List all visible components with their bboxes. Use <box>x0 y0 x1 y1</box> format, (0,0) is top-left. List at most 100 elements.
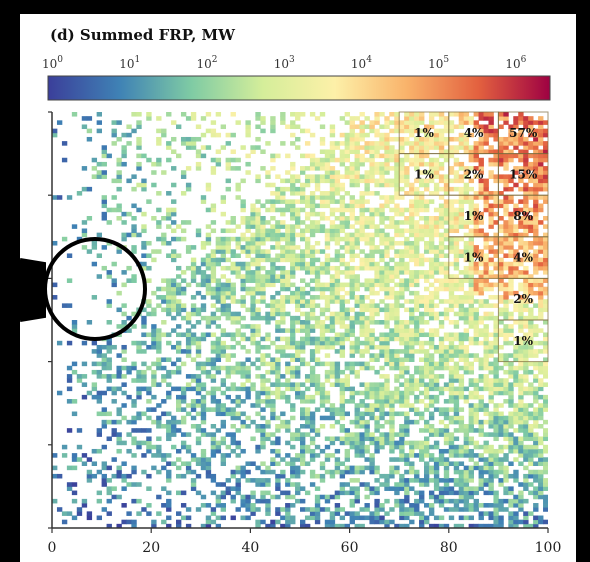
heatmap-cell <box>235 411 241 417</box>
heatmap-cell <box>399 166 405 171</box>
heatmap-cell <box>295 224 301 229</box>
heatmap-cell <box>443 523 450 528</box>
heatmap-cell <box>220 344 226 350</box>
heatmap-cell <box>443 349 450 354</box>
heatmap-cell <box>448 170 455 175</box>
heatmap-cell <box>210 170 217 175</box>
heatmap-cell <box>379 228 385 234</box>
heatmap-cell <box>200 278 207 283</box>
heatmap-cell <box>523 390 529 396</box>
heatmap-cell <box>419 207 425 213</box>
heatmap-cell <box>324 253 331 258</box>
heatmap-cell <box>448 344 455 350</box>
heatmap-cell <box>409 278 415 283</box>
heatmap-cell <box>225 357 231 362</box>
heatmap-cell <box>270 207 276 213</box>
heatmap-cell <box>468 478 474 483</box>
heatmap-cell <box>166 299 172 304</box>
heatmap-cell <box>498 161 504 167</box>
heatmap-cell <box>518 440 524 446</box>
heatmap-cell <box>131 278 137 283</box>
heatmap-cell <box>71 498 78 504</box>
heatmap-cell <box>409 320 415 325</box>
heatmap-cell <box>513 124 519 130</box>
heatmap-cell <box>419 448 425 454</box>
heatmap-cell <box>309 457 316 462</box>
heatmap-cell <box>349 519 355 525</box>
heatmap-cell <box>384 224 390 229</box>
colorbar-tick-label: 105 <box>428 55 449 71</box>
heatmap-cell <box>344 324 350 329</box>
heatmap-cell <box>280 507 286 512</box>
heatmap-cell <box>250 403 256 408</box>
heatmap-cell <box>389 448 395 454</box>
heatmap-cell <box>364 448 370 454</box>
heatmap-cell <box>493 473 499 479</box>
heatmap-cell <box>508 486 514 491</box>
heatmap-cell <box>389 112 395 117</box>
heatmap-cell <box>483 274 489 279</box>
heatmap-cell <box>503 161 509 167</box>
heatmap-cell <box>443 428 450 433</box>
heatmap-cell <box>176 274 182 279</box>
heatmap-cell <box>433 182 440 188</box>
heatmap-cell <box>314 407 321 412</box>
heatmap-cell <box>339 261 346 267</box>
heatmap-cell <box>344 170 350 175</box>
heatmap-cell <box>478 249 484 254</box>
heatmap-cell <box>81 394 88 400</box>
heatmap-cell <box>265 344 271 350</box>
heatmap-cell <box>404 240 410 246</box>
heatmap-cell <box>483 178 489 184</box>
heatmap-cell <box>433 311 440 317</box>
heatmap-cell <box>394 399 400 404</box>
heatmap-cell <box>275 415 281 421</box>
heatmap-cell <box>141 361 147 367</box>
heatmap-cell <box>200 332 207 338</box>
heatmap-cell <box>255 290 261 296</box>
heatmap-cell <box>156 436 162 442</box>
heatmap-cell <box>151 361 157 367</box>
heatmap-cell <box>225 486 231 491</box>
heatmap-cell <box>463 469 470 475</box>
heatmap-cell <box>523 282 529 288</box>
heatmap-cell <box>433 228 440 234</box>
heatmap-cell <box>91 382 98 387</box>
heatmap-cell <box>176 332 182 338</box>
heatmap-cell <box>424 361 430 367</box>
heatmap-cell <box>458 374 465 379</box>
heatmap-cell <box>359 382 365 387</box>
heatmap-cell <box>404 282 410 288</box>
heatmap-cell <box>528 361 534 367</box>
heatmap-cell <box>498 278 504 283</box>
heatmap-cell <box>359 399 365 404</box>
heatmap-cell <box>394 186 400 192</box>
heatmap-cell <box>488 191 494 196</box>
heatmap-cell <box>458 166 465 171</box>
heatmap-cell <box>225 282 231 288</box>
heatmap-cell <box>121 349 127 354</box>
heatmap-cell <box>389 444 395 450</box>
heatmap-cell <box>275 511 281 516</box>
heatmap-cell <box>443 344 450 350</box>
heatmap-cell <box>190 374 197 379</box>
heatmap-cell <box>473 428 479 433</box>
heatmap-cell <box>369 315 375 321</box>
heatmap-cell <box>533 361 539 367</box>
heatmap-cell <box>295 232 301 238</box>
heatmap-cell <box>448 419 455 425</box>
heatmap-cell <box>428 411 435 417</box>
heatmap-cell <box>483 365 489 371</box>
heatmap-cell <box>493 369 499 375</box>
heatmap-cell <box>443 311 450 317</box>
heatmap-cell <box>131 274 137 279</box>
heatmap-cell <box>473 145 479 150</box>
heatmap-cell <box>339 473 346 479</box>
heatmap-cell <box>121 503 127 508</box>
heatmap-cell <box>528 469 534 475</box>
heatmap-cell <box>384 145 390 150</box>
heatmap-cell <box>389 361 395 367</box>
heatmap-cell <box>81 166 88 171</box>
heatmap-cell <box>384 432 390 437</box>
heatmap-cell <box>329 265 336 271</box>
